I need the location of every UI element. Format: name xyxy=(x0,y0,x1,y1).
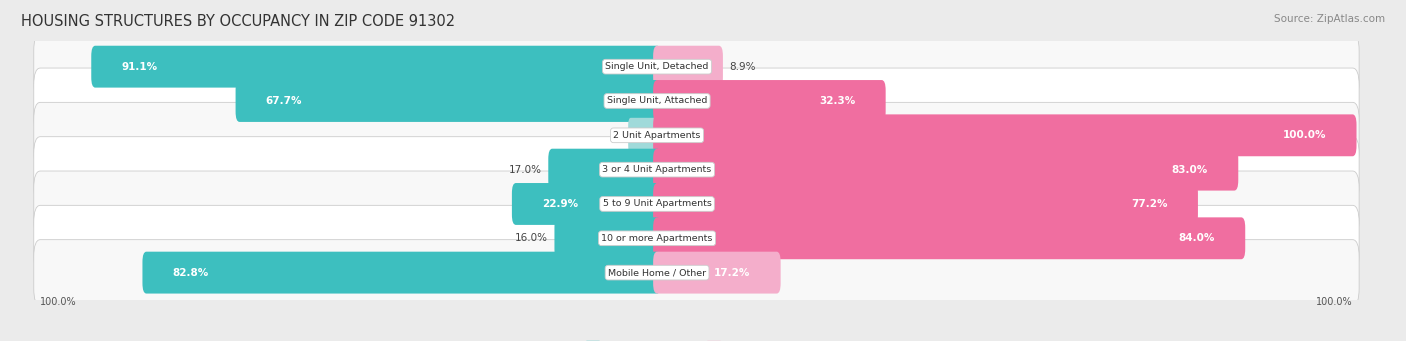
Text: 100.0%: 100.0% xyxy=(41,297,77,307)
Text: Single Unit, Attached: Single Unit, Attached xyxy=(607,97,707,105)
Text: 67.7%: 67.7% xyxy=(266,96,302,106)
Text: 83.0%: 83.0% xyxy=(1171,165,1208,175)
FancyBboxPatch shape xyxy=(654,183,1198,225)
FancyBboxPatch shape xyxy=(34,34,1360,100)
FancyBboxPatch shape xyxy=(142,252,661,294)
FancyBboxPatch shape xyxy=(628,118,659,153)
FancyBboxPatch shape xyxy=(654,80,886,122)
Text: 77.2%: 77.2% xyxy=(1132,199,1168,209)
FancyBboxPatch shape xyxy=(236,80,661,122)
Text: 82.8%: 82.8% xyxy=(173,268,209,278)
FancyBboxPatch shape xyxy=(512,183,661,225)
FancyBboxPatch shape xyxy=(34,240,1360,306)
Text: 5 to 9 Unit Apartments: 5 to 9 Unit Apartments xyxy=(603,199,711,208)
Text: Mobile Home / Other: Mobile Home / Other xyxy=(607,268,706,277)
FancyBboxPatch shape xyxy=(34,205,1360,271)
Text: HOUSING STRUCTURES BY OCCUPANCY IN ZIP CODE 91302: HOUSING STRUCTURES BY OCCUPANCY IN ZIP C… xyxy=(21,14,456,29)
FancyBboxPatch shape xyxy=(548,149,661,191)
Text: Single Unit, Detached: Single Unit, Detached xyxy=(606,62,709,71)
FancyBboxPatch shape xyxy=(654,252,780,294)
Text: 3 or 4 Unit Apartments: 3 or 4 Unit Apartments xyxy=(602,165,711,174)
Text: Source: ZipAtlas.com: Source: ZipAtlas.com xyxy=(1274,14,1385,24)
FancyBboxPatch shape xyxy=(34,102,1360,168)
FancyBboxPatch shape xyxy=(654,114,1357,156)
Text: 8.9%: 8.9% xyxy=(730,62,756,72)
FancyBboxPatch shape xyxy=(654,217,1246,259)
Text: 22.9%: 22.9% xyxy=(543,199,578,209)
Text: 0.0%: 0.0% xyxy=(612,130,637,140)
FancyBboxPatch shape xyxy=(34,171,1360,237)
FancyBboxPatch shape xyxy=(34,137,1360,203)
FancyBboxPatch shape xyxy=(654,149,1239,191)
Text: 17.2%: 17.2% xyxy=(714,268,751,278)
Text: 10 or more Apartments: 10 or more Apartments xyxy=(602,234,713,243)
FancyBboxPatch shape xyxy=(91,46,661,88)
Text: 100.0%: 100.0% xyxy=(1282,130,1326,140)
Text: 2 Unit Apartments: 2 Unit Apartments xyxy=(613,131,700,140)
Text: 32.3%: 32.3% xyxy=(820,96,855,106)
Text: 17.0%: 17.0% xyxy=(509,165,541,175)
FancyBboxPatch shape xyxy=(654,46,723,88)
Text: 84.0%: 84.0% xyxy=(1178,233,1215,243)
FancyBboxPatch shape xyxy=(554,217,661,259)
FancyBboxPatch shape xyxy=(34,68,1360,134)
Text: 16.0%: 16.0% xyxy=(515,233,548,243)
Text: 91.1%: 91.1% xyxy=(121,62,157,72)
Text: 100.0%: 100.0% xyxy=(1316,297,1353,307)
